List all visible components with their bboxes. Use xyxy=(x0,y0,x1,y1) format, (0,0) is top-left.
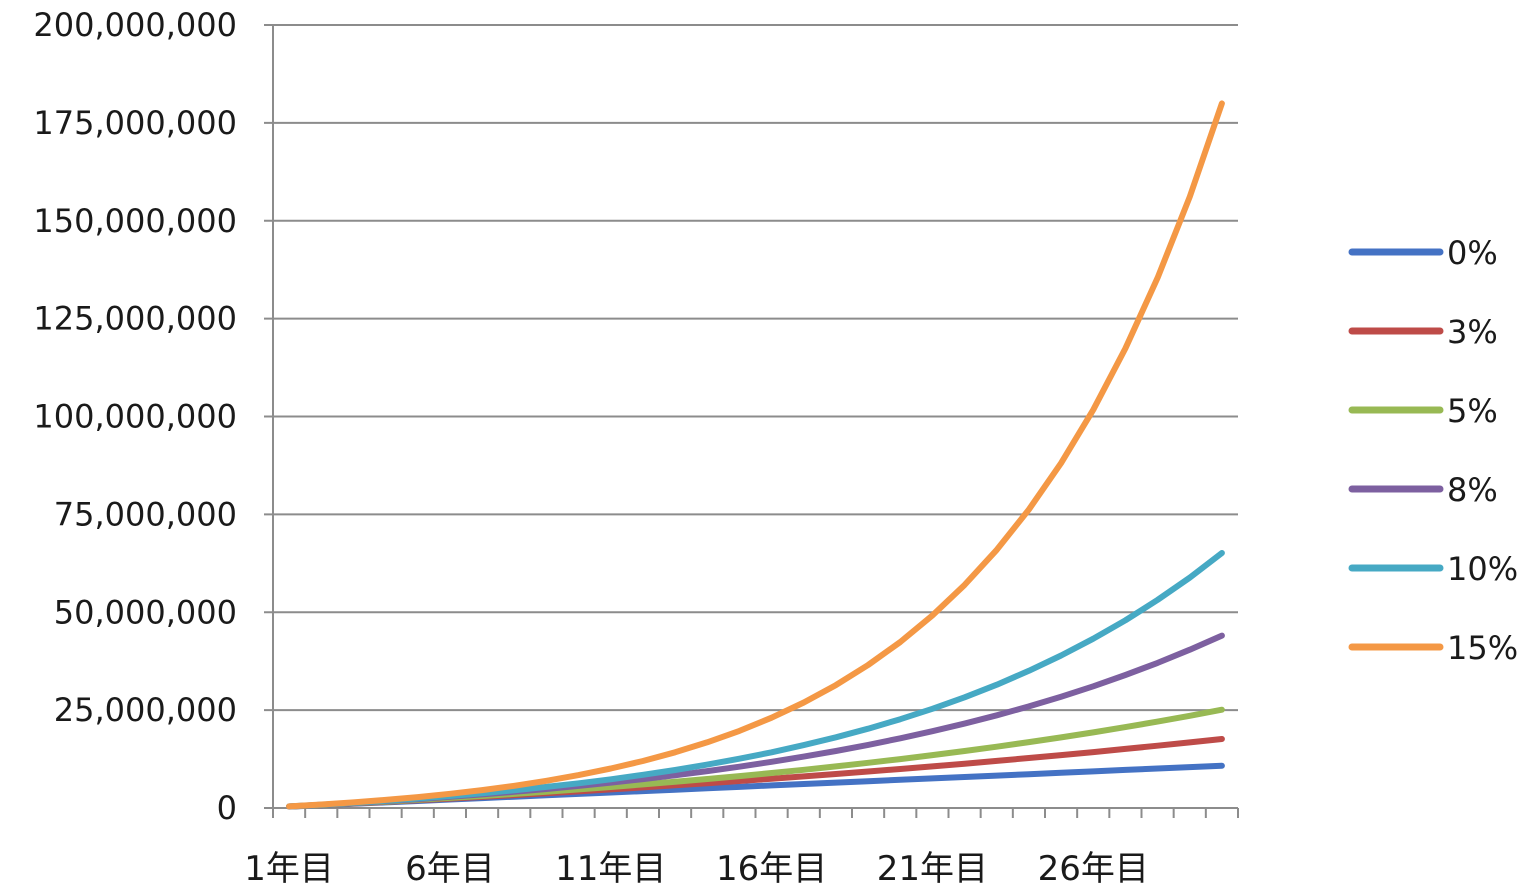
x-tick-label: 1年目 xyxy=(244,849,334,885)
x-tick-label: 26年目 xyxy=(1038,849,1149,885)
x-tick-label: 11年目 xyxy=(555,849,666,885)
x-axis-tick-labels: 1年目 6年目 11年目 16年目 21年目 26年目 xyxy=(244,849,1149,885)
gridlines xyxy=(273,24,1238,712)
y-tick-label: 150,000,000 xyxy=(33,202,237,240)
x-tick-label: 21年目 xyxy=(877,849,988,885)
x-tick-label: 6年目 xyxy=(405,849,495,885)
y-tick-label: 75,000,000 xyxy=(54,495,237,533)
series-line-15pct xyxy=(286,100,1225,810)
legend-label: 8% xyxy=(1447,471,1498,509)
y-axis-tick-labels: 0 25,000,000 50,000,000 75,000,000 100,000,0… xyxy=(33,6,237,827)
legend-label: 10% xyxy=(1447,550,1518,588)
y-tick-label: 175,000,000 xyxy=(33,104,237,142)
y-tick-label: 200,000,000 xyxy=(33,6,237,44)
legend-label: 0% xyxy=(1447,234,1498,272)
y-tick-label: 0 xyxy=(217,789,237,827)
y-tick-label: 100,000,000 xyxy=(33,398,237,436)
series-lines xyxy=(286,100,1225,810)
y-tick-label: 50,000,000 xyxy=(54,593,237,631)
series-line-10pct xyxy=(286,550,1225,810)
legend: 0% 3% 5% 8% 10% 15% xyxy=(1348,234,1518,667)
legend-label: 15% xyxy=(1447,629,1518,667)
legend-label: 5% xyxy=(1447,392,1498,430)
x-tick-label: 16年目 xyxy=(716,849,827,885)
legend-label: 3% xyxy=(1447,313,1498,351)
y-tick-label: 25,000,000 xyxy=(54,691,237,729)
axes xyxy=(264,24,1239,818)
y-tick-label: 125,000,000 xyxy=(33,300,237,338)
